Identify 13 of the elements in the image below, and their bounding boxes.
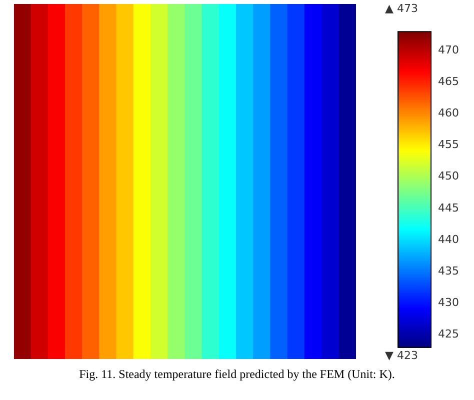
color-bar-label: 435 (438, 264, 460, 278)
color-bar-label: 470 (438, 43, 460, 56)
color-bar-label: 455 (438, 138, 460, 152)
color-bar-label: 425 (438, 328, 460, 341)
caption: Fig. 11. Steady temperature field predicted by the FEM (Unit: K). (78, 367, 396, 382)
color-bar-label: 450 (438, 170, 460, 183)
color-bar-label: 445 (438, 201, 460, 214)
text: ▲ 473 (385, 2, 418, 15)
text: ▼ 423 (385, 348, 418, 362)
color-bar-label: 460 (438, 106, 460, 120)
color-bar-label: 430 (438, 296, 460, 310)
color-bar-label: 440 (438, 232, 460, 246)
color-bar-label: 465 (438, 74, 460, 88)
